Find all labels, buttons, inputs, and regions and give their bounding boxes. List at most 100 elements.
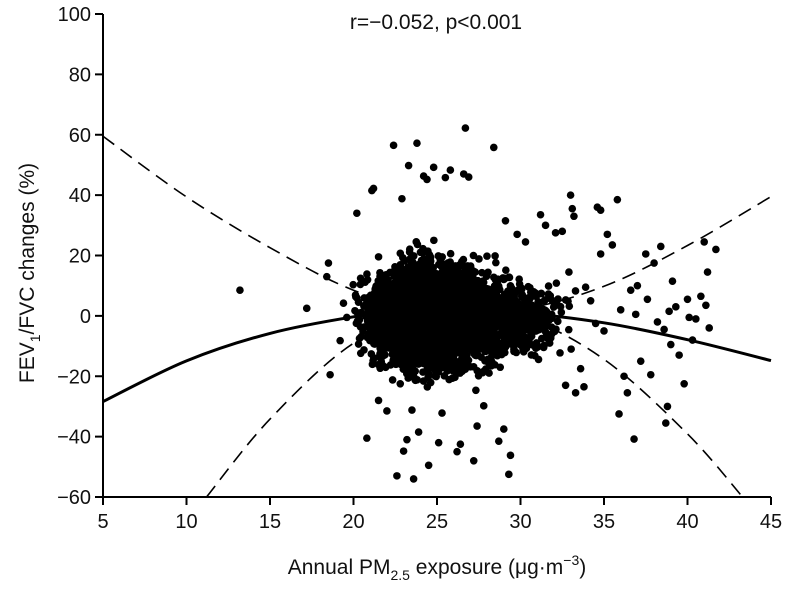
data-point-cluster — [349, 280, 357, 289]
x-tick-label: 10 — [175, 511, 197, 533]
data-point — [501, 216, 510, 225]
data-point — [700, 238, 708, 246]
data-point-cluster — [513, 322, 521, 331]
x-tick-label: 30 — [509, 511, 531, 533]
data-point-cluster — [392, 285, 401, 294]
data-point-cluster — [430, 295, 438, 303]
data-point-cluster — [434, 344, 442, 353]
data-point-cluster — [483, 252, 491, 260]
data-point-cluster — [389, 320, 397, 328]
data-point-cluster — [390, 353, 399, 362]
data-point-cluster — [384, 344, 392, 352]
data-point-cluster — [517, 300, 525, 309]
data-point — [363, 434, 371, 442]
data-point-cluster — [534, 326, 543, 334]
data-point-cluster — [557, 308, 566, 317]
data-point-cluster — [485, 369, 493, 377]
data-point — [565, 268, 573, 276]
data-point-cluster — [429, 279, 437, 287]
data-point — [398, 194, 406, 203]
data-point-cluster — [363, 304, 372, 313]
data-point-cluster — [391, 263, 399, 271]
data-point — [680, 379, 688, 388]
data-point-cluster — [447, 282, 456, 291]
data-point — [656, 242, 665, 251]
data-point — [613, 195, 622, 204]
data-point-cluster — [414, 287, 422, 296]
data-point — [353, 209, 361, 218]
data-point-cluster — [425, 250, 434, 259]
data-point-cluster — [419, 368, 427, 376]
data-point — [453, 447, 461, 456]
data-point-cluster — [496, 363, 505, 372]
data-point-cluster — [375, 280, 384, 289]
data-point-cluster — [456, 335, 464, 344]
data-point-cluster — [519, 322, 528, 331]
data-point — [389, 141, 398, 150]
data-point — [414, 428, 423, 436]
data-point-cluster — [403, 361, 412, 370]
data-point-cluster — [367, 350, 376, 358]
data-point-cluster — [517, 285, 526, 294]
data-point-cluster — [414, 278, 422, 287]
data-point-cluster — [386, 304, 394, 313]
data-point-cluster — [554, 295, 562, 303]
data-point — [608, 241, 617, 249]
data-point-cluster — [406, 303, 415, 311]
data-point-cluster — [459, 341, 468, 350]
data-point — [393, 472, 401, 480]
data-point-cluster — [379, 361, 387, 370]
data-point-cluster — [406, 275, 415, 284]
data-point — [596, 250, 605, 258]
data-point-cluster — [427, 354, 436, 362]
data-point — [521, 238, 530, 246]
x-tick-label: 15 — [259, 511, 281, 533]
data-point-cluster — [510, 339, 519, 347]
data-point — [660, 325, 668, 334]
data-point-cluster — [436, 334, 444, 343]
data-point-cluster — [434, 321, 442, 329]
data-point-cluster — [439, 287, 448, 296]
data-point-cluster — [565, 302, 574, 311]
data-point-cluster — [365, 318, 374, 327]
data-point — [409, 475, 418, 483]
data-point-cluster — [463, 314, 471, 322]
data-point-cluster — [388, 376, 397, 384]
data-point-cluster — [539, 343, 548, 352]
data-point-cluster — [472, 386, 480, 395]
x-axis-title-subscript: 2.5 — [390, 567, 410, 583]
data-point — [441, 173, 450, 182]
data-point-cluster — [437, 270, 445, 278]
data-point-cluster — [444, 359, 453, 368]
data-point-cluster — [355, 315, 364, 324]
data-point-cluster — [420, 290, 428, 299]
data-point — [626, 286, 635, 295]
data-point-cluster — [544, 282, 553, 290]
data-point-cluster — [457, 257, 466, 266]
data-point-cluster — [457, 297, 466, 306]
data-point-cluster — [448, 374, 457, 382]
data-point — [424, 461, 433, 470]
data-point — [473, 422, 481, 430]
data-point-cluster — [412, 238, 421, 246]
data-point-cluster — [497, 350, 506, 359]
data-point-cluster — [546, 334, 555, 342]
data-point — [603, 230, 612, 239]
data-point-cluster — [411, 367, 420, 375]
data-point-cluster — [499, 274, 507, 282]
data-point — [404, 161, 413, 170]
data-point-cluster — [491, 252, 499, 260]
data-point-cluster — [532, 339, 541, 347]
data-point-cluster — [413, 268, 422, 276]
data-point-cluster — [426, 272, 435, 280]
data-point-cluster — [427, 344, 435, 353]
data-point-cluster — [531, 351, 539, 360]
data-point — [541, 221, 550, 230]
data-point-cluster — [478, 335, 487, 344]
data-point-cluster — [372, 333, 381, 342]
data-point-cluster — [478, 368, 487, 377]
data-point-cluster — [475, 328, 483, 337]
data-point — [616, 306, 625, 314]
